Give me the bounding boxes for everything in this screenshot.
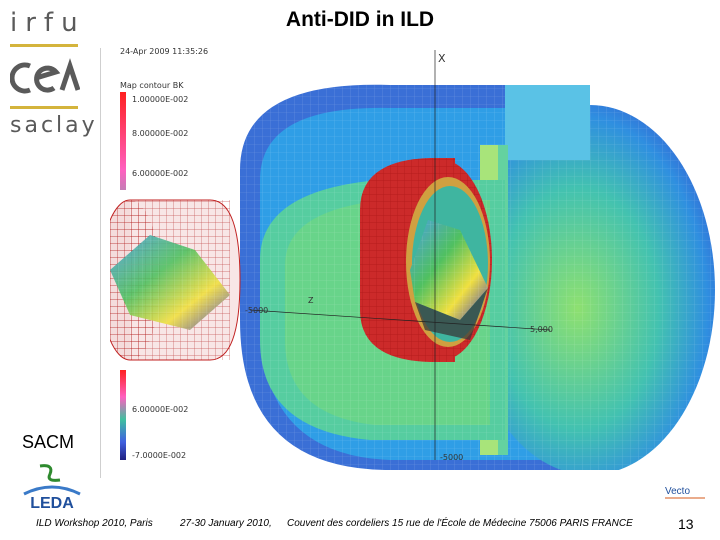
- x-axis-label: X: [438, 52, 446, 65]
- footer-dates: 27-30 January 2010,: [180, 518, 272, 529]
- logo-divider: [10, 44, 78, 47]
- svg-text:LEDA: LEDA: [30, 495, 74, 510]
- footer-workshop: ILD Workshop 2010, Paris: [36, 518, 153, 529]
- saclay-logo: saclay: [10, 113, 98, 138]
- irfu-logo: irfu: [10, 8, 86, 38]
- svg-text:24-Apr 2009 11:35:26: 24-Apr 2009 11:35:26: [120, 47, 208, 56]
- footer-venue: Couvent des cordeliers 15 rue de l'École…: [287, 518, 633, 529]
- vecto-logo: Vecto: [665, 482, 715, 507]
- page-number: 13: [678, 516, 694, 532]
- slide-title: Anti-DID in ILD: [285, 8, 435, 31]
- axis-tick: 5,000: [530, 325, 553, 334]
- leda-logo: LEDA: [20, 462, 84, 515]
- legend-value: 1.00000E-002: [132, 95, 188, 104]
- legend-value: 8.00000E-002: [132, 129, 188, 138]
- z-axis-label: Z: [308, 296, 314, 305]
- sacm-label: SACM: [22, 432, 75, 452]
- vertical-divider: [100, 48, 101, 478]
- logo-divider: [10, 106, 78, 109]
- cea-logo: [9, 58, 81, 103]
- inset-cylinder-plot: [90, 190, 241, 370]
- legend-value: 6.00000E-002: [132, 169, 188, 178]
- svg-text:Vecto: Vecto: [665, 486, 690, 497]
- field-map-simulation-image: 24-Apr 2009 11:35:26 Map contour BK 1.00…: [90, 40, 715, 475]
- axis-tick: -5000: [440, 453, 463, 462]
- axis-tick: -5000: [245, 306, 268, 315]
- legend-value: 6.00000E-002: [132, 405, 188, 414]
- legend-title: Map contour BK: [120, 81, 184, 90]
- legend-value: -7.0000E-002: [132, 451, 186, 460]
